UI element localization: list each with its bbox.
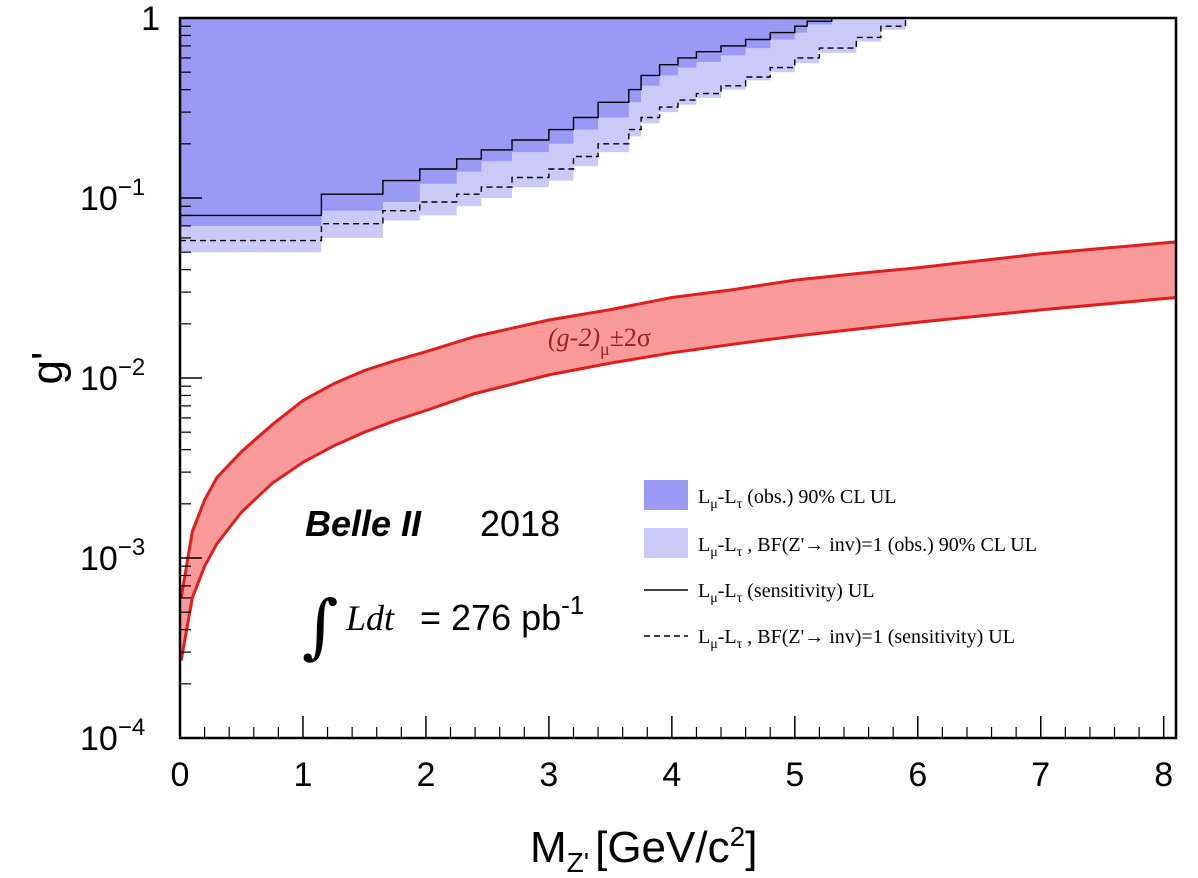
experiment-name: Belle II — [305, 503, 422, 544]
y-tick-label: 10−4 — [80, 714, 145, 758]
g2-band-lower — [179, 296, 1177, 661]
band-label-main: (g-2) — [548, 323, 600, 352]
band-label: (g-2)μ±2σ — [548, 323, 651, 359]
plot-frame — [178, 16, 1178, 740]
legend-swatch-obs-inv — [644, 528, 688, 558]
legend: Lμ-Lτ (obs.) 90% CL UL Lμ-Lτ , BF(Z'→ inv… — [644, 480, 1037, 652]
x-axis-title-sub: Z' — [567, 847, 589, 878]
g2-band-upper — [179, 240, 1177, 599]
legend-swatch-obs — [644, 480, 688, 510]
lumi-value: = 276 pb-1 — [420, 590, 584, 638]
x-tick-label: 6 — [908, 756, 927, 794]
x-tick-label: 5 — [785, 756, 804, 794]
x-tick-label: 3 — [539, 756, 558, 794]
x-axis-title-main: M — [530, 823, 567, 872]
x-tick-label: 2 — [416, 756, 435, 794]
experiment-year: 2018 — [480, 503, 560, 544]
legend-label: Lμ-Lτ , BF(Z'→ inv)=1 (sensitivity) UL — [698, 626, 1015, 652]
lumi-value-exp: -1 — [561, 590, 584, 620]
y-tick-label: 1 — [141, 0, 160, 38]
x-tick-label: 4 — [662, 756, 681, 794]
band-label-end: ±2σ — [610, 323, 651, 352]
band-label-sub: μ — [600, 339, 610, 359]
y-tick-label: 10−1 — [80, 174, 145, 218]
integral-symbol: ∫ — [302, 585, 338, 667]
legend-label: Lμ-Lτ (sensitivity) UL — [698, 580, 874, 606]
y-tick-label: 10−3 — [80, 534, 145, 578]
legend-label: Lμ-Lτ , BF(Z'→ inv)=1 (obs.) 90% CL UL — [698, 534, 1037, 560]
x-tick-label: 8 — [1154, 756, 1173, 794]
line-sensitivity-inv — [180, 17, 1176, 242]
legend-label: Lμ-Lτ (obs.) 90% CL UL — [698, 486, 897, 512]
x-axis-title-unit-end: ] — [745, 823, 757, 872]
y-tick-label: 10−2 — [80, 354, 145, 398]
x-tick-label: 0 — [171, 756, 190, 794]
x-tick-label: 1 — [294, 756, 313, 794]
lumi-value-main: = 276 pb — [420, 597, 561, 638]
x-axis-title: MZ' [GeV/c2] — [530, 821, 757, 878]
x-axis-title-unit-sup: 2 — [730, 821, 746, 852]
region-obs — [180, 18, 1176, 226]
plot-area — [178, 16, 1178, 740]
x-tick-label: 7 — [1031, 756, 1050, 794]
g2-band-fill — [181, 241, 1176, 661]
x-axis-title-unit: [GeV/c — [595, 823, 730, 872]
lumi-ldt: Ldt — [345, 598, 395, 638]
y-axis-title: g' — [23, 352, 72, 385]
line-sensitivity — [180, 17, 1176, 217]
